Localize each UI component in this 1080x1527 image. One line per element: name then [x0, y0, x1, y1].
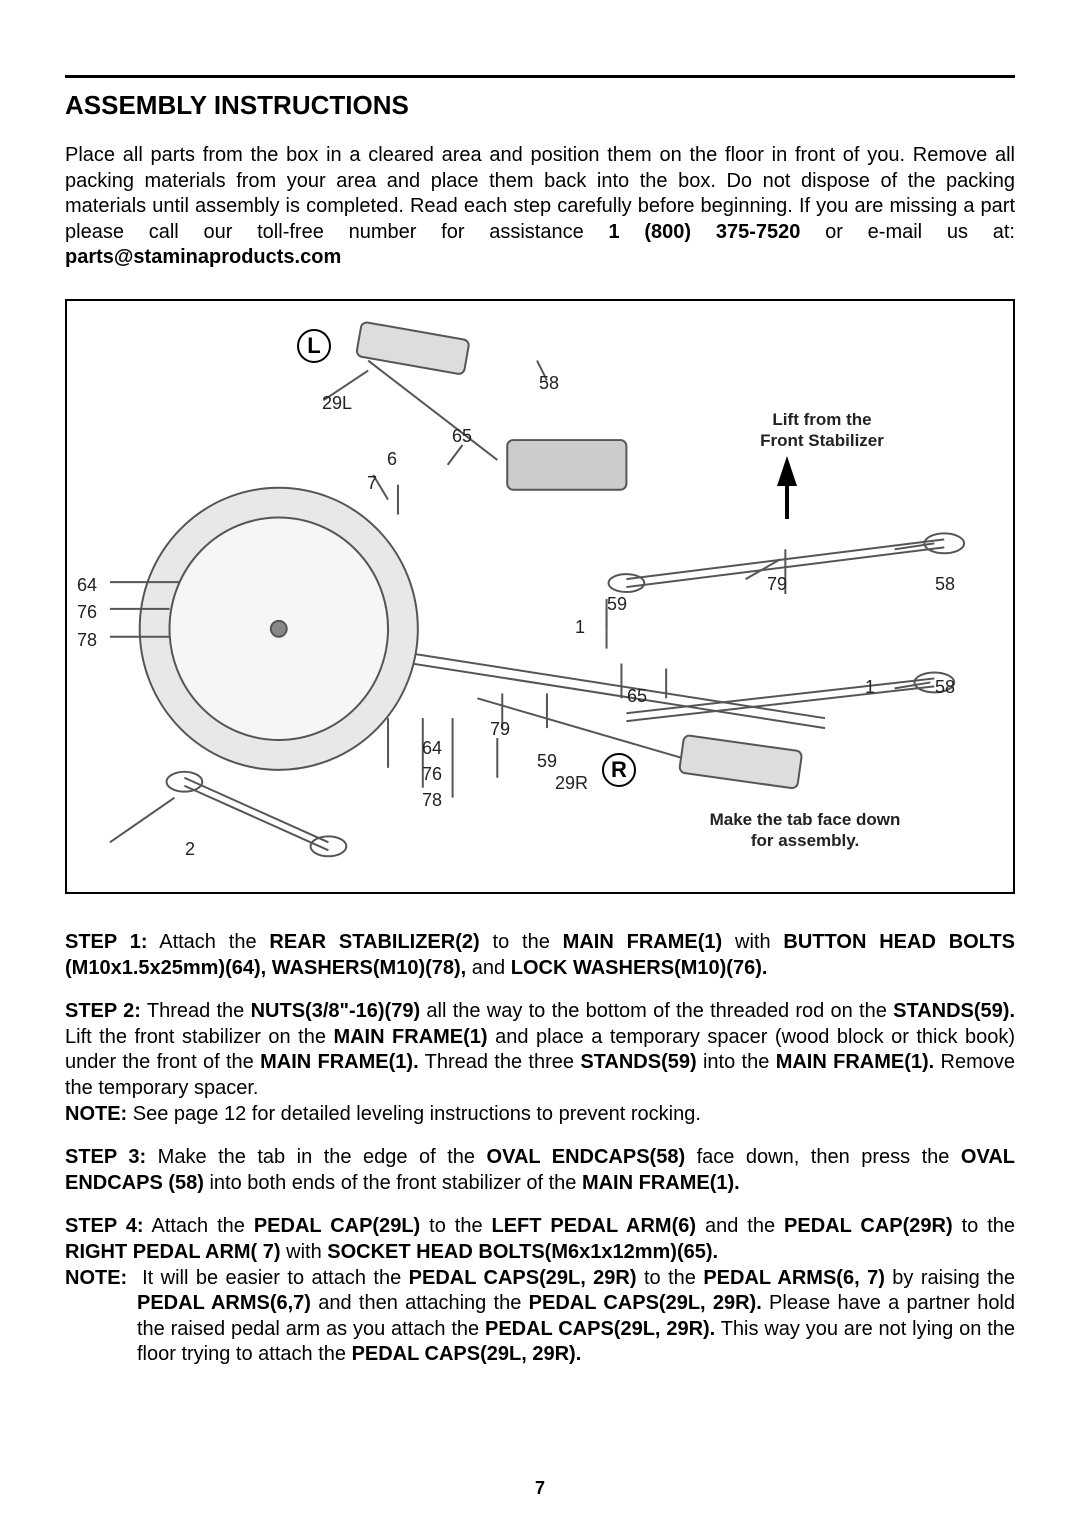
lift-line1: Lift from the [772, 410, 871, 429]
lbl-78a: 78 [77, 630, 97, 651]
s4t3: and the [696, 1215, 784, 1237]
s4t5: with [281, 1241, 328, 1263]
s4nb2: PEDAL ARMS(6, 7) [703, 1267, 885, 1289]
s2t2: all the way to the bottom of the threade… [420, 1000, 893, 1022]
page-heading: ASSEMBLY INSTRUCTIONS [65, 90, 1015, 121]
step-3: STEP 3: Make the tab in the edge of the … [65, 1145, 1015, 1196]
steps-block: STEP 1: Attach the REAR STABILIZER(2) to… [65, 930, 1015, 1368]
lbl-76a: 76 [77, 602, 97, 623]
s3t1: Make the tab in the edge of the [146, 1146, 486, 1168]
lbl-64a: 64 [77, 575, 97, 596]
s2b5: STANDS(59) [580, 1051, 696, 1073]
s4nt1: It will be easier to attach the [142, 1267, 409, 1289]
s4t2: to the [420, 1215, 491, 1237]
lbl-79a: 79 [767, 574, 787, 595]
intro-paragraph: Place all parts from the box in a cleare… [65, 143, 1015, 271]
s4nb5: PEDAL CAPS(29L, 29R). [485, 1318, 715, 1340]
lbl-1b: 1 [865, 677, 875, 698]
s4nb3: PEDAL ARMS(6,7) [137, 1292, 311, 1314]
lbl-78b: 78 [422, 790, 442, 811]
step-4-note: NOTE: It will be easier to attach the PE… [65, 1266, 1015, 1368]
s2t5: Thread the three [419, 1051, 581, 1073]
step-1: STEP 1: Attach the REAR STABILIZER(2) to… [65, 930, 1015, 981]
s2t3: Lift the front stabilizer on the [65, 1026, 333, 1048]
diagram-tab-note: Make the tab face down for assembly. [675, 809, 935, 852]
s4nt3: by raising the [885, 1267, 1015, 1289]
step-4: STEP 4: Attach the PEDAL CAP(29L) to the… [65, 1214, 1015, 1265]
lbl-64b: 64 [422, 738, 442, 759]
diagram-circle-R: R [602, 753, 636, 787]
step2-note-lead: NOTE: [65, 1103, 127, 1125]
s4nt2: to the [637, 1267, 704, 1289]
s4b4: RIGHT PEDAL ARM( 7) [65, 1241, 281, 1263]
s2t6: into the [697, 1051, 776, 1073]
lbl-65a: 65 [452, 426, 472, 447]
lbl-6: 6 [387, 449, 397, 470]
s2b2: STANDS(59). [893, 1000, 1015, 1022]
s2b4: MAIN FRAME(1). [260, 1051, 419, 1073]
s2b1: NUTS(3/8"-16)(79) [251, 1000, 421, 1022]
lbl-65b: 65 [627, 686, 647, 707]
intro-phone: 1 (800) 375-7520 [609, 221, 801, 243]
s3t3: into both ends of the front stabilizer o… [204, 1172, 582, 1194]
s4b5: SOCKET HEAD BOLTS(M6x1x12mm)(65). [327, 1241, 718, 1263]
step4-lead: STEP 4: [65, 1215, 144, 1237]
intro-text-2: or e-mail us at: [800, 221, 1015, 243]
intro-email: parts@staminaproducts.com [65, 246, 341, 268]
diagram-circle-L: L [297, 329, 331, 363]
arrow-tail [785, 484, 789, 519]
lbl-58b: 58 [935, 574, 955, 595]
lbl-29R: 29R [555, 773, 588, 794]
step-2: STEP 2: Thread the NUTS(3/8"-16)(79) all… [65, 999, 1015, 1127]
s4nb1: PEDAL CAPS(29L, 29R) [409, 1267, 637, 1289]
lbl-59a: 59 [607, 594, 627, 615]
step3-lead: STEP 3: [65, 1146, 146, 1168]
lbl-58a: 58 [539, 373, 559, 394]
tab-line1: Make the tab face down [710, 810, 901, 829]
s2t1: Thread the [141, 1000, 251, 1022]
s3b1: OVAL ENDCAPS(58) [487, 1146, 686, 1168]
lbl-29L: 29L [322, 393, 352, 414]
s1b2: MAIN FRAME(1) [563, 931, 723, 953]
assembly-diagram: L R Lift from the Front Stabilizer Make … [65, 299, 1015, 894]
lift-line2: Front Stabilizer [760, 431, 884, 450]
s4b2: LEFT PEDAL ARM(6) [492, 1215, 697, 1237]
step4-note-lead: NOTE: [65, 1267, 127, 1289]
s1b1: REAR STABILIZER(2) [269, 931, 479, 953]
s4nt4: and then attaching the [311, 1292, 529, 1314]
s1t4: and [466, 957, 510, 979]
lbl-7: 7 [367, 473, 377, 494]
s1t1: Attach the [148, 931, 270, 953]
s2b3: MAIN FRAME(1) [333, 1026, 487, 1048]
s2b6: MAIN FRAME(1). [776, 1051, 935, 1073]
lbl-2: 2 [185, 839, 195, 860]
s1t2: to the [480, 931, 563, 953]
tab-line2: for assembly. [751, 831, 859, 850]
arrow-up-icon [777, 456, 797, 486]
diagram-lift-note: Lift from the Front Stabilizer [727, 409, 917, 452]
s4nb4: PEDAL CAPS(29L, 29R). [529, 1292, 762, 1314]
s1t3: with [722, 931, 783, 953]
s4b1: PEDAL CAP(29L) [254, 1215, 420, 1237]
s2nt: See page 12 for detailed leveling instru… [127, 1103, 701, 1125]
step2-lead: STEP 2: [65, 1000, 141, 1022]
s3t2: face down, then press the [685, 1146, 961, 1168]
s4t4: to the [953, 1215, 1015, 1237]
step1-lead: STEP 1: [65, 931, 148, 953]
lbl-79b: 79 [490, 719, 510, 740]
top-rule [65, 75, 1015, 78]
s4t1: Attach the [144, 1215, 254, 1237]
s1b4: LOCK WASHERS(M10)(76). [511, 957, 768, 979]
lbl-59b: 59 [537, 751, 557, 772]
page-number: 7 [0, 1478, 1080, 1499]
lbl-76b: 76 [422, 764, 442, 785]
s4b3: PEDAL CAP(29R) [784, 1215, 953, 1237]
lbl-58c: 58 [935, 677, 955, 698]
lbl-1a: 1 [575, 617, 585, 638]
s4nb6: PEDAL CAPS(29L, 29R). [352, 1343, 582, 1365]
s3b3: MAIN FRAME(1). [582, 1172, 740, 1194]
